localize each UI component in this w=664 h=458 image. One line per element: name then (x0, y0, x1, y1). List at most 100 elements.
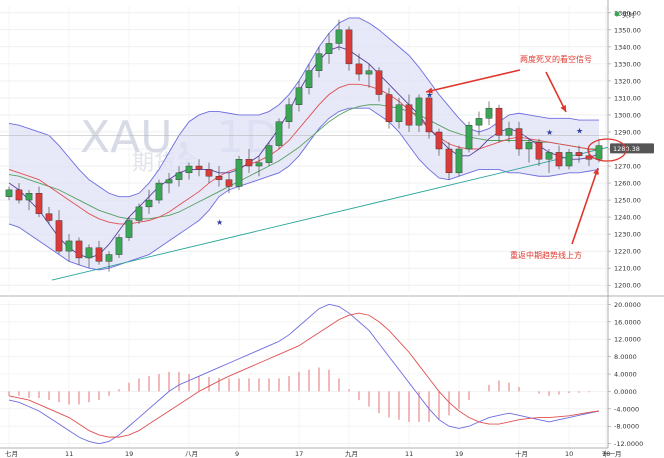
price-tick-label: 1340.00 (614, 43, 641, 51)
price-tick-label: 1330.00 (614, 60, 641, 68)
legend[interactable]: 实时 (614, 10, 636, 19)
candle-body (565, 152, 573, 167)
candle-body (375, 70, 383, 95)
macd-tick-label: 16.0000 (614, 318, 641, 326)
macd-tick-label: 12.0000 (614, 336, 641, 344)
candle-body (435, 131, 443, 150)
candle-body (535, 141, 543, 160)
price-tick-label: 1350.00 (614, 26, 641, 34)
bollinger-bands (8, 17, 600, 271)
candle-body (425, 97, 433, 133)
price-tick-label: 1230.00 (614, 231, 641, 239)
candle-body (305, 70, 313, 88)
price-tick-label: 1360.00 (614, 9, 641, 17)
band-lower-line (8, 107, 600, 271)
candlesticks: ★ ★ ★ ★ (5, 19, 603, 272)
candle-body (215, 176, 223, 180)
macd-tick-label: -4.0000 (614, 405, 639, 413)
candle-body (5, 189, 13, 197)
x-tick-label: 17 (295, 450, 303, 458)
macd-tick-label: 0.0000 (614, 388, 637, 396)
candle-body (385, 94, 393, 122)
candle-body (145, 199, 153, 208)
candle-body (575, 152, 583, 157)
legend-label: 实时 (622, 10, 636, 19)
candle-body (405, 104, 413, 126)
candle-body (295, 87, 303, 105)
arrow-to-trendline-head (593, 168, 599, 175)
x-tick-label: 11 (65, 450, 73, 458)
macd-panel (8, 303, 600, 445)
macd-red-line (8, 312, 600, 438)
candle-body (185, 165, 193, 174)
candle-body (95, 247, 103, 262)
candle-body (495, 107, 503, 136)
candle-body (555, 152, 563, 167)
price-tick-label: 1200.00 (614, 282, 641, 290)
legend-dot-icon (614, 11, 620, 17)
candle-body (45, 213, 53, 221)
candle-body (545, 152, 553, 160)
arrow-to-first-cross-head (426, 87, 433, 94)
candle-body (275, 121, 283, 146)
ma-red-line (8, 83, 600, 225)
candle-body (135, 206, 143, 221)
candle-body (475, 118, 483, 126)
candle-body (335, 29, 343, 44)
cross-star-icon: ★ (426, 91, 433, 100)
x-tick-label: 18 (602, 450, 610, 458)
price-tick-label: 1220.00 (614, 248, 641, 256)
cross-star-icon: ★ (546, 128, 553, 137)
x-tick-label: 十月 (515, 449, 528, 458)
candle-body (165, 179, 173, 184)
price-tick-label: 1250.00 (614, 197, 641, 205)
candle-body (225, 179, 233, 187)
candle-body (125, 220, 133, 238)
last-price-badge (610, 143, 654, 154)
candle-body (205, 169, 213, 177)
x-tick-label: 9 (235, 450, 239, 458)
price-tick-label: 1270.00 (614, 163, 641, 171)
price-tick-label: 1210.00 (614, 265, 641, 273)
ma-green-line (8, 104, 599, 220)
candle-body (515, 128, 523, 150)
x-tick-label: 11 (405, 450, 413, 458)
price-tick-label: 1260.00 (614, 180, 641, 188)
candle-body (285, 104, 293, 122)
price-tick-label: 1310.00 (614, 94, 641, 102)
macd-grid (0, 300, 608, 448)
candle-body (105, 254, 113, 262)
arrow-to-trendline (571, 167, 599, 245)
candle-body (315, 53, 323, 71)
price-tick-label: 1240.00 (614, 214, 641, 222)
candle-body (365, 70, 373, 75)
candle-body (485, 107, 493, 119)
annotation-bottom: 重返中期趋势线上方 (510, 250, 582, 260)
x-tick-label: 十一月 (602, 449, 622, 458)
candle-body (115, 237, 123, 255)
candle-body (525, 141, 533, 150)
x-tick-label: 19 (125, 450, 133, 458)
candle-body (415, 97, 423, 126)
candle-body (75, 240, 83, 259)
arrow-to-first-cross (425, 69, 521, 93)
candle-body (65, 240, 73, 252)
candle-body (25, 193, 33, 201)
annotations: 两度死叉的看空信号 重返中期趋势线上方 (425, 54, 627, 260)
candle-body (395, 104, 403, 122)
candle-body (345, 29, 353, 65)
x-tick-label: 九月 (345, 449, 358, 458)
x-tick-label: 七月 (5, 449, 18, 458)
x-tick-label: 19 (455, 450, 463, 458)
candle-body (245, 159, 253, 167)
candle-body (85, 247, 93, 259)
macd-blue-line (8, 303, 600, 445)
candle-body (355, 63, 363, 75)
candle-body (55, 220, 63, 252)
price-tick-label: 1300.00 (614, 111, 641, 119)
x-tick-label: 7 (602, 450, 606, 458)
macd-tick-label: 8.0000 (614, 353, 637, 361)
candle-body (155, 182, 163, 201)
x-tick-label: 八月 (185, 450, 198, 458)
highlight-circle (587, 138, 627, 162)
